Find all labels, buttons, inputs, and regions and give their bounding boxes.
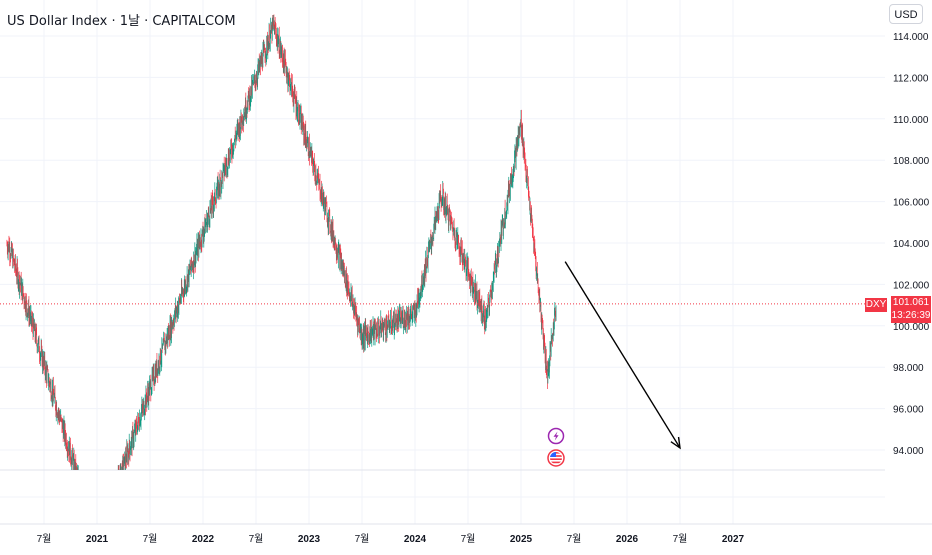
price-axis[interactable]: 94.000 96.000 98.000 100.000 102.000 104.000 1…	[893, 32, 930, 457]
y-tick-label: 96.000	[893, 405, 924, 416]
candles	[6, 14, 557, 470]
vertical-grid	[43, 0, 734, 524]
y-tick-label: 98.000	[893, 363, 924, 374]
x-tick-label: 2025	[510, 534, 533, 545]
y-tick-label: 106.000	[893, 198, 930, 209]
symbol-tag: DXY	[865, 298, 887, 312]
x-tick-label: 2024	[404, 534, 427, 545]
x-tick-label: 7월	[37, 533, 52, 545]
x-tick-label: 2021	[86, 534, 109, 545]
last-price-value: 101.061	[892, 297, 930, 308]
y-tick-label: 110.000	[893, 115, 929, 126]
x-tick-label: 7월	[673, 533, 688, 545]
y-tick-label: 112.000	[893, 73, 929, 84]
last-price-tag: 101.061 13:26:39	[891, 296, 931, 323]
y-tick-label: 108.000	[893, 156, 930, 167]
arrow-shaft	[564, 261, 681, 449]
lightning-icon[interactable]	[547, 427, 565, 445]
x-tick-label: 7월	[567, 533, 582, 545]
x-tick-label: 7월	[355, 533, 370, 545]
x-tick-label: 7월	[143, 533, 158, 545]
x-tick-label: 7월	[249, 533, 264, 545]
currency-button[interactable]: USD	[889, 4, 923, 24]
horizontal-grid	[0, 35, 885, 451]
bar-countdown: 13:26:39	[891, 310, 931, 321]
y-tick-label: 104.000	[893, 239, 930, 250]
arrow-head	[670, 436, 681, 450]
y-tick-label: 102.000	[893, 280, 930, 291]
chart-title: US Dollar Index · 1날 · CAPITALCOM	[7, 14, 236, 29]
y-tick-label: 114.000	[893, 32, 929, 43]
time-axis[interactable]: 7월 2021 7월 2022 7월 2023 7월 2024 7월 2025 7월 2026 7월 20…	[37, 533, 745, 545]
x-tick-label: 2026	[616, 534, 639, 545]
x-tick-label: 2027	[722, 534, 745, 545]
x-tick-label: 2022	[192, 534, 215, 545]
y-tick-label: 94.000	[893, 446, 924, 457]
x-tick-label: 7월	[461, 533, 476, 545]
x-tick-label: 2023	[298, 534, 321, 545]
y-tick-label: 100.000	[893, 322, 930, 333]
trend-arrow[interactable]	[564, 261, 681, 450]
us-flag-icon[interactable]	[547, 449, 565, 467]
